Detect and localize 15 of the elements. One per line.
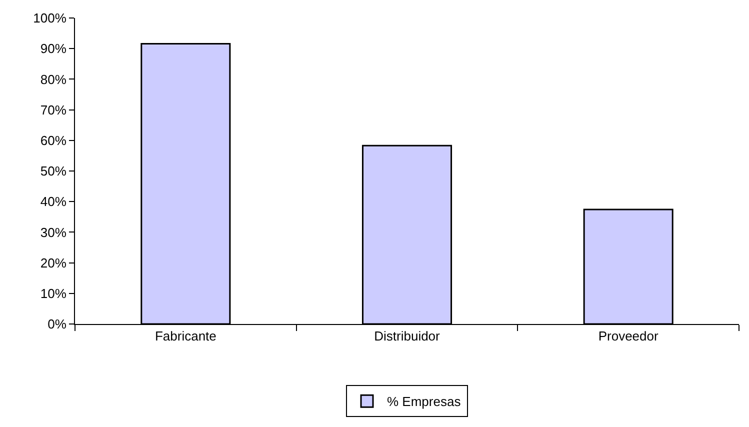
y-tick-label: 70%	[40, 102, 67, 118]
y-tick-label: 30%	[40, 224, 67, 240]
x-tick-label: Proveedor	[598, 328, 659, 344]
y-tick-label: 80%	[40, 72, 67, 87]
y-tick-label: 100%	[33, 10, 67, 26]
y-tick-label: 40%	[40, 194, 67, 210]
y-tick-label: 60%	[40, 132, 67, 148]
y-tick-label: 10%	[40, 286, 67, 301]
y-tick-label: 0%	[48, 316, 67, 332]
y-tick-label: 20%	[40, 255, 67, 270]
legend-label: % Empresas	[387, 394, 462, 410]
x-tick-label: Distribuidor	[374, 328, 441, 344]
y-tick-label: 50%	[40, 164, 67, 179]
x-tick-label: Fabricante	[154, 328, 216, 344]
y-tick-label: 90%	[40, 41, 67, 56]
